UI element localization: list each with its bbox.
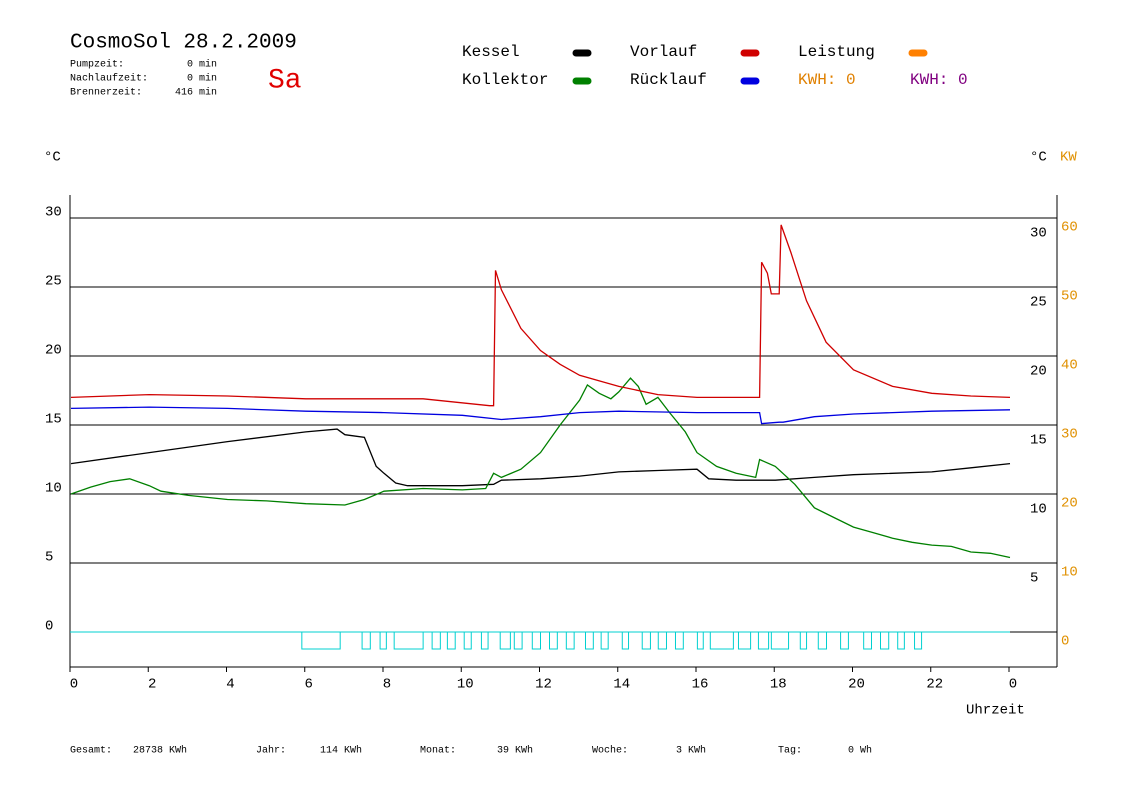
total-value: 114 KWh [320,745,362,757]
y2-tick-label: 50 [1061,289,1078,305]
legend-label: Vorlauf [630,43,697,61]
state-block [914,631,923,650]
y2-unit-kw: KW [1060,150,1077,166]
y-tick-label: 0 [45,619,53,635]
state-block [737,631,752,650]
y-tick-label: 25 [45,274,62,290]
y-tick-label: 10 [45,481,62,497]
state-block [301,631,341,650]
stat-value: 416 min [175,87,217,99]
y3-tick-label: 15 [1030,433,1047,449]
total-value: 39 KWh [497,745,533,757]
total-value: 3 KWh [676,745,706,757]
x-tick-label: 16 [692,677,709,693]
series-line [70,377,1011,559]
total-label: Monat: [420,746,456,757]
state-block [565,631,575,650]
total-label: Tag: [778,746,802,757]
state-block [840,631,849,650]
y-tick-label: 5 [45,550,53,566]
state-block [548,631,558,650]
y2-tick-label: 60 [1061,220,1078,236]
y3-tick-label: 30 [1030,226,1047,242]
state-block [463,631,472,650]
state-block [361,631,371,650]
series-line [70,428,1011,487]
legend-label: Leistung [798,43,875,61]
x-tick-label: 12 [535,677,552,693]
x-tick-label: 8 [383,677,391,693]
stat-label: Brennerzeit: [70,87,142,99]
legend-label: Kollektor [462,71,548,89]
y-tick-label: 15 [45,412,62,428]
state-block [513,631,523,650]
total-label: Gesamt: [70,746,112,757]
state-block [799,631,808,650]
state-block [709,631,734,650]
total-value: 28738 KWh [133,745,187,757]
state-block [641,631,651,650]
x-tick-label: 22 [926,677,943,693]
x-tick-label: 10 [457,677,474,693]
x-tick-label: 14 [613,677,630,693]
y-unit: °C [44,150,61,166]
x-tick-label: 4 [226,677,234,693]
state-block [657,631,667,650]
state-block [897,631,905,650]
state-block [621,631,630,650]
stat-value: 0 min [187,59,217,71]
y-tick-label: 30 [45,205,62,221]
y2-unit: °C [1030,150,1047,166]
state-block [863,631,872,650]
x-tick-label: 2 [148,677,156,693]
y3-tick-label: 25 [1030,295,1047,311]
y2-tick-label: 30 [1061,427,1078,443]
kwh-label: KWH: 0 [910,71,968,89]
state-block [499,631,511,650]
state-block [531,631,542,650]
series-line [70,406,1011,425]
y3-tick-label: 20 [1030,364,1047,380]
state-block [446,631,456,650]
chart-title: CosmoSol 28.2.2009 [70,32,297,55]
total-label: Jahr: [256,745,286,757]
stat-value: 0 min [187,73,217,85]
x-tick-label: 20 [848,677,865,693]
stat-label: Pumpzeit: [70,59,124,71]
x-tick-label: 6 [305,677,313,693]
legend-label: Rücklauf [630,71,707,89]
state-block [674,631,684,650]
state-block [770,631,790,650]
y2-tick-label: 0 [1061,634,1069,650]
y2-tick-label: 10 [1061,565,1078,581]
state-block [696,631,704,650]
series-line [70,224,1011,407]
total-label: Woche: [592,745,628,757]
y2-tick-label: 40 [1061,358,1078,374]
y3-tick-label: 10 [1030,502,1047,518]
state-block [817,631,828,650]
y2-tick-label: 20 [1061,496,1078,512]
state-block [480,631,489,650]
state-block [584,631,594,650]
state-block [600,631,609,650]
legend-label: Kessel [462,43,520,61]
x-tick-label: 0 [1009,677,1017,693]
state-block [431,631,441,650]
x-tick-label: 0 [70,677,78,693]
state-block [393,631,424,650]
stat-label: Nachlaufzeit: [70,73,148,85]
total-value: 0 Wh [848,745,872,757]
state-block [757,631,770,650]
kwh-label: KWH: 0 [798,71,856,89]
day-label: Sa [268,65,302,96]
state-block [879,631,890,650]
y3-tick-label: 5 [1030,571,1038,587]
x-axis-label: Uhrzeit [966,703,1025,719]
state-block [379,631,387,650]
y-tick-label: 20 [45,343,62,359]
x-tick-label: 18 [770,677,787,693]
